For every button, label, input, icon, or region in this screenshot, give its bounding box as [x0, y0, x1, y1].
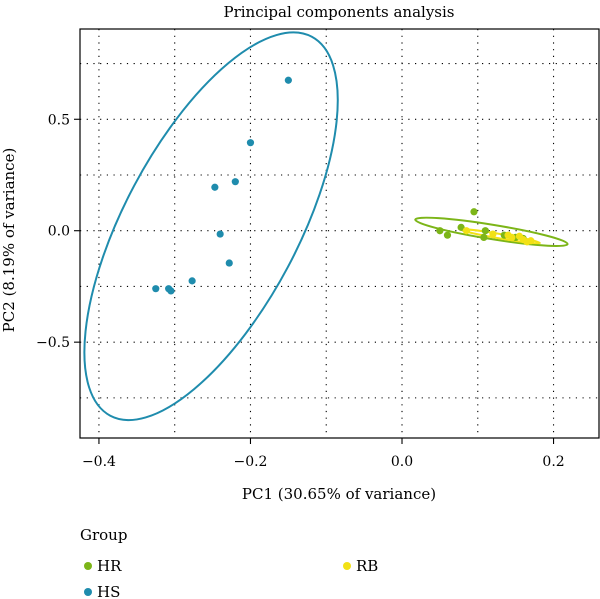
- point-hs: [225, 259, 233, 267]
- point-hr: [480, 233, 488, 242]
- point-hr: [470, 208, 478, 216]
- point-hr: [443, 231, 452, 239]
- point-hr: [481, 227, 489, 235]
- point-hs: [284, 76, 292, 84]
- data-points: [152, 76, 535, 295]
- chart-title: Principal components analysis: [223, 3, 454, 21]
- point-rb: [508, 233, 516, 242]
- grid: [80, 29, 599, 438]
- point-rb: [527, 237, 535, 245]
- point-hs: [231, 178, 239, 186]
- x-tick-label: −0.2: [233, 454, 267, 470]
- x-tick-label: −0.4: [82, 454, 116, 470]
- point-hr: [436, 227, 444, 235]
- point-hs: [188, 277, 196, 285]
- confidence-ellipses: [83, 31, 569, 422]
- point-hs: [216, 230, 224, 238]
- legend-swatch-rb: [343, 562, 351, 570]
- point-hr: [457, 223, 465, 231]
- plot-frame: [79, 28, 600, 439]
- legend-title: Group: [80, 526, 127, 544]
- x-axis-title: PC1 (30.65% of variance): [242, 485, 436, 503]
- point-hs: [246, 139, 255, 147]
- y-axis-title: PC2 (8.19% of variance): [0, 148, 18, 333]
- point-hs: [152, 285, 160, 293]
- ellipse-hs: [83, 31, 339, 422]
- y-tick-label: −0.5: [36, 335, 70, 351]
- point-rb: [462, 227, 471, 235]
- x-tick-label: 0.0: [391, 454, 413, 470]
- legend-swatch-hr: [84, 562, 92, 570]
- x-tick-label: 0.2: [542, 454, 564, 470]
- legend-swatch-hs: [84, 588, 92, 596]
- point-hs: [211, 183, 219, 191]
- ellipse-hr: [414, 216, 569, 247]
- point-rb: [489, 230, 497, 238]
- axes: −0.4 −0.2 0.0 0.2 0.5 0.0 −0.5: [36, 112, 565, 470]
- y-tick-label: 0.5: [48, 112, 70, 128]
- legend-label-rb: RB: [356, 557, 378, 575]
- legend-label-hr: HR: [97, 557, 122, 575]
- legend: Group HR HS RB: [80, 526, 378, 599]
- y-tick-label: 0.0: [48, 224, 70, 240]
- legend-label-hs: HS: [97, 583, 120, 599]
- point-hs: [167, 287, 175, 295]
